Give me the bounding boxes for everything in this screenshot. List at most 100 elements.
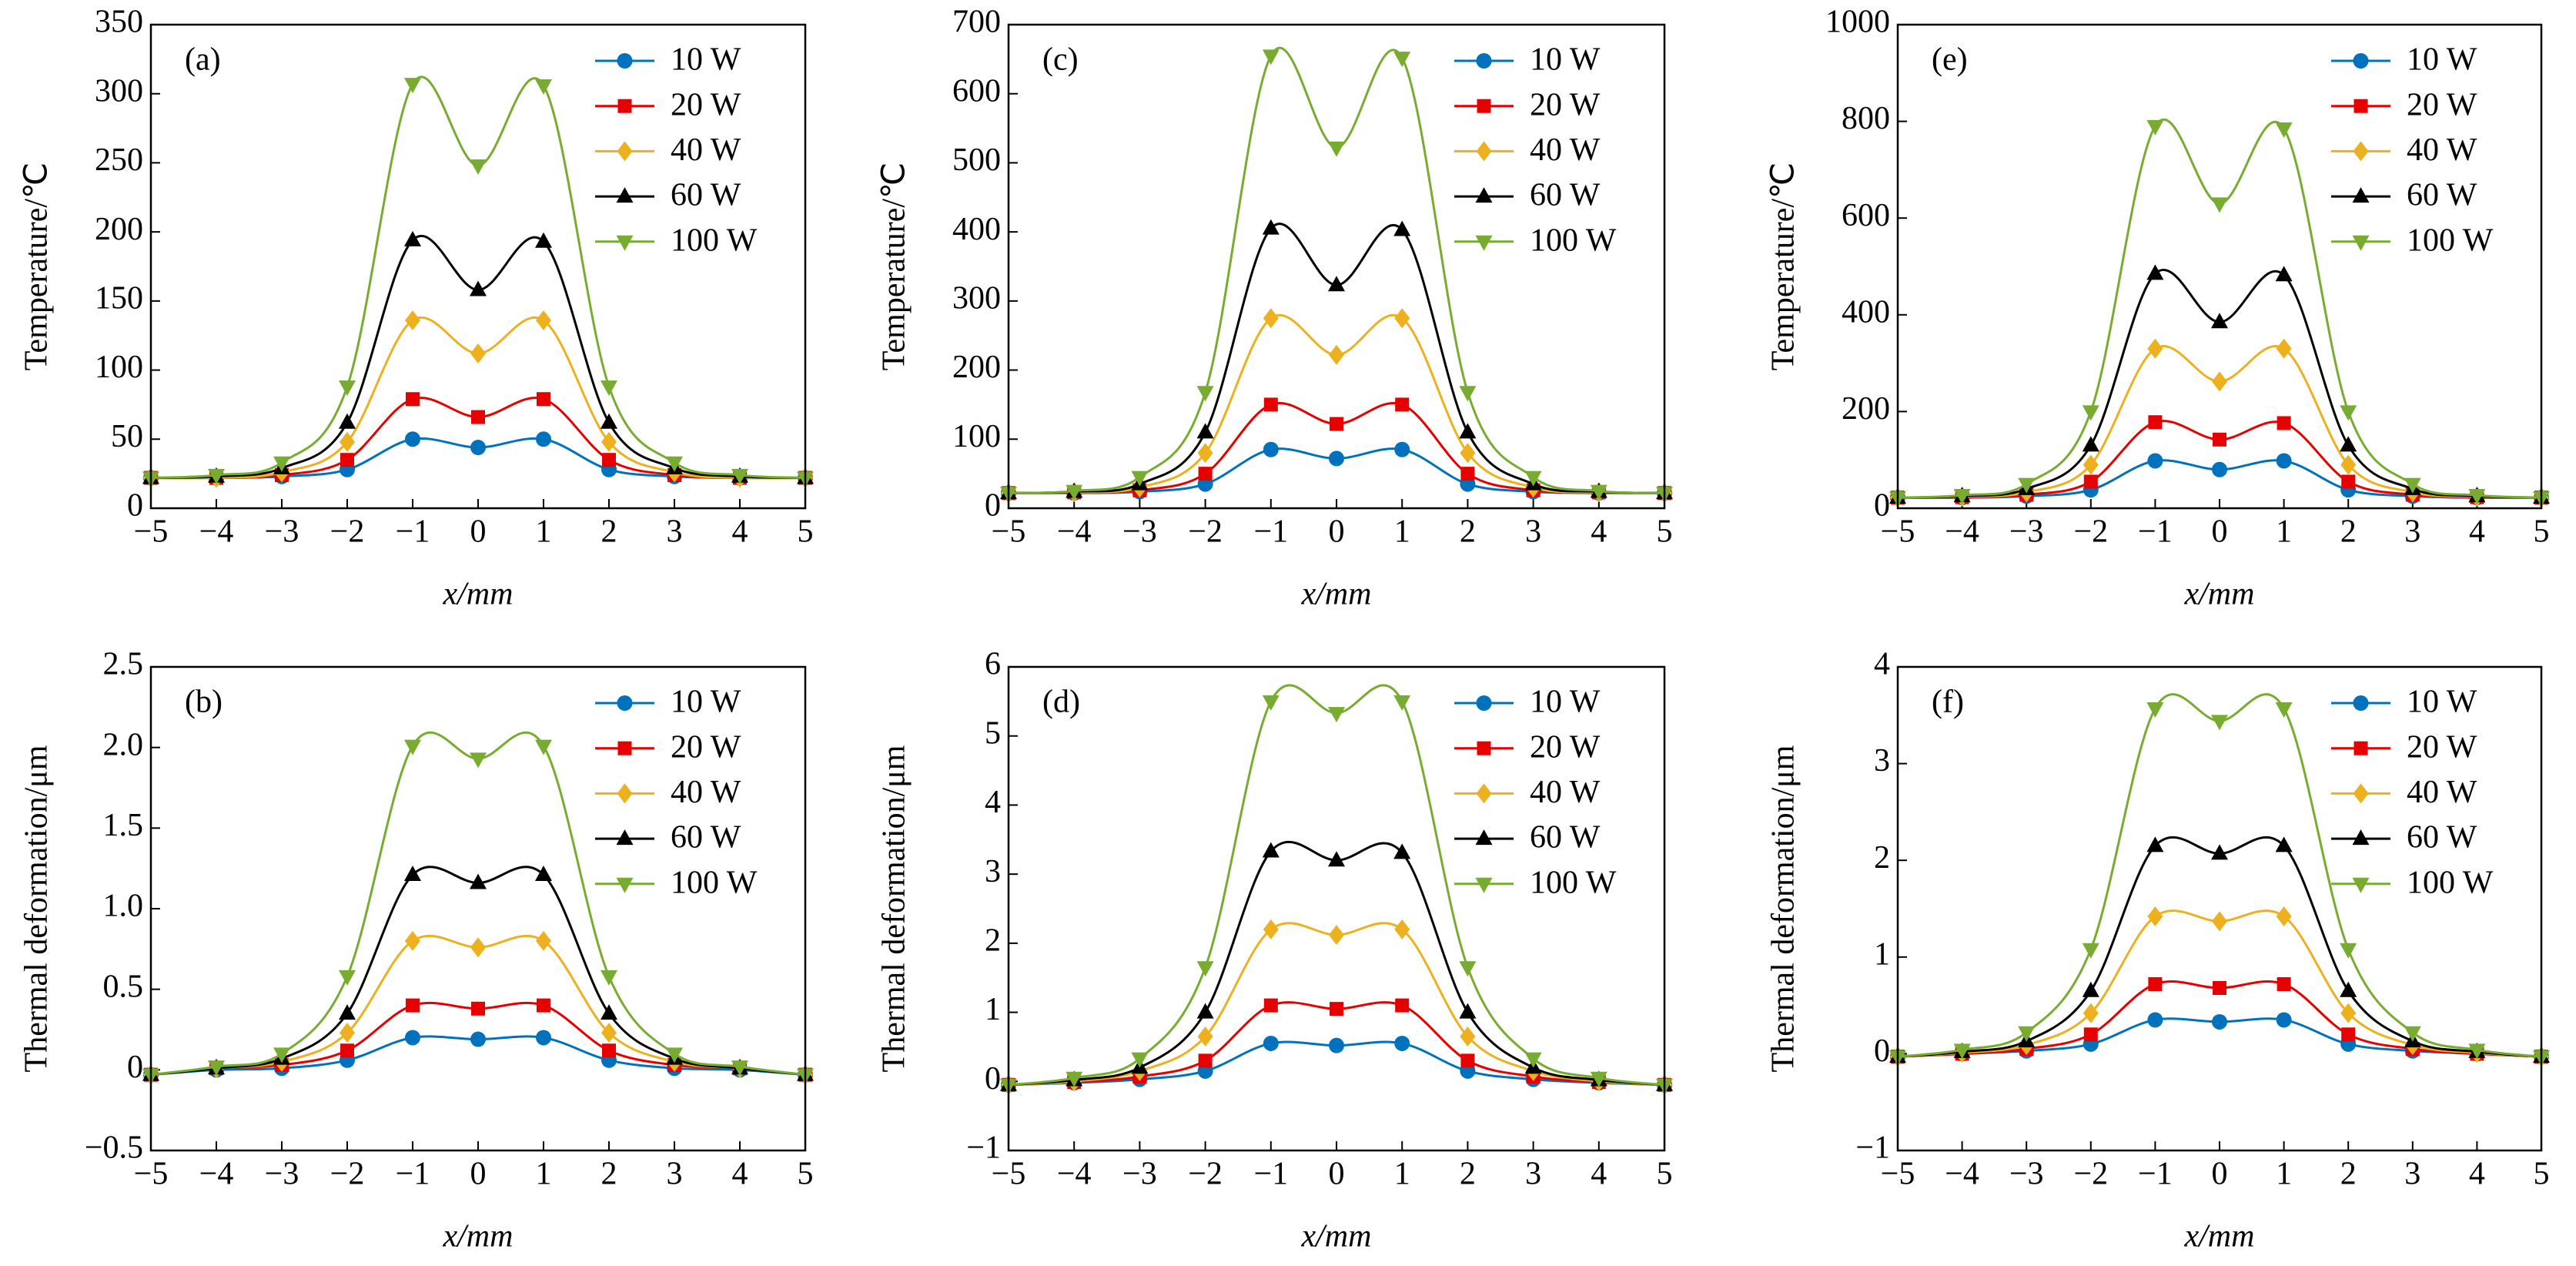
x-tick-label: −3 bbox=[265, 514, 299, 550]
marker bbox=[1262, 219, 1280, 235]
marker bbox=[404, 78, 421, 94]
x-tick-label: 5 bbox=[798, 514, 814, 550]
legend-label: 40 W bbox=[1530, 775, 1601, 810]
marker bbox=[1328, 276, 1345, 292]
legend-label: 20 W bbox=[671, 87, 741, 122]
marker bbox=[1459, 386, 1477, 402]
x-tick-label: 2 bbox=[1460, 1157, 1476, 1192]
marker bbox=[2146, 702, 2164, 718]
marker bbox=[2275, 266, 2293, 282]
legend-marker bbox=[1476, 53, 1492, 69]
y-axis-label: Temperature/℃ bbox=[1766, 162, 1802, 370]
y-tick-label: 0 bbox=[127, 488, 143, 524]
panel-label: (b) bbox=[185, 685, 222, 720]
y-tick-label: 1.5 bbox=[103, 808, 144, 843]
y-tick-label: 4 bbox=[985, 785, 1001, 820]
panel: −5 −4 −3 −2 −1 0 1 2 3 4 5 0 200 400 600 800 1000 10 W 20 … bbox=[1766, 5, 2550, 612]
x-tick-label: −1 bbox=[396, 514, 430, 550]
legend-label: 20 W bbox=[1530, 87, 1601, 122]
legend-marker bbox=[617, 695, 633, 711]
legend-marker bbox=[1476, 783, 1492, 804]
legend-label: 60 W bbox=[671, 820, 741, 856]
marker bbox=[2148, 976, 2163, 991]
y-tick-label: −1 bbox=[1855, 1130, 1890, 1166]
x-tick-label: −1 bbox=[2138, 514, 2173, 550]
marker bbox=[404, 739, 421, 755]
x-tick-label: −2 bbox=[1188, 514, 1223, 550]
marker bbox=[2082, 405, 2099, 421]
y-axis-label: Temperature/℃ bbox=[19, 162, 55, 370]
marker bbox=[470, 280, 487, 296]
legend-label: 100 W bbox=[1530, 865, 1617, 900]
y-tick-label: 2 bbox=[985, 923, 1001, 958]
y-tick-label: 1.0 bbox=[103, 889, 144, 924]
marker bbox=[601, 1023, 617, 1043]
marker bbox=[1263, 441, 1279, 457]
marker bbox=[340, 431, 355, 452]
legend-label: 40 W bbox=[2407, 132, 2477, 168]
marker bbox=[470, 873, 487, 889]
marker bbox=[1196, 386, 1214, 402]
x-tick-label: 3 bbox=[667, 1157, 683, 1192]
marker bbox=[471, 410, 485, 424]
x-tick-label: 2 bbox=[601, 514, 617, 550]
marker bbox=[1197, 1026, 1213, 1047]
y-tick-label: 0 bbox=[1874, 1033, 1890, 1069]
marker bbox=[1460, 1053, 1475, 1068]
plot-frame bbox=[1007, 665, 1666, 1152]
marker bbox=[1262, 695, 1280, 711]
marker bbox=[2083, 474, 2098, 489]
x-tick-label: −2 bbox=[2073, 1157, 2108, 1192]
x-tick-label: 5 bbox=[1657, 1157, 1673, 1192]
marker bbox=[404, 230, 421, 246]
x-tick-label: 4 bbox=[2469, 1157, 2485, 1192]
marker bbox=[2211, 715, 2228, 731]
marker bbox=[1131, 471, 1149, 487]
marker bbox=[2340, 1003, 2357, 1023]
legend-label: 20 W bbox=[1530, 729, 1601, 765]
x-tick-label: 4 bbox=[1591, 514, 1607, 550]
x-tick-label: −4 bbox=[199, 1157, 234, 1192]
marker bbox=[1393, 843, 1411, 859]
marker bbox=[731, 468, 748, 484]
y-tick-label: 3 bbox=[985, 854, 1001, 889]
x-axis-label: x/mm bbox=[1301, 577, 1372, 612]
y-tick-label: 600 bbox=[1842, 198, 1890, 233]
marker bbox=[406, 392, 420, 407]
marker bbox=[2404, 1026, 2421, 1042]
x-tick-label: 3 bbox=[667, 514, 683, 550]
marker bbox=[340, 1043, 354, 1058]
x-tick-label: −5 bbox=[134, 514, 169, 550]
marker bbox=[601, 380, 617, 397]
marker bbox=[2146, 119, 2164, 136]
legend-label: 60 W bbox=[2407, 820, 2477, 856]
y-tick-label: 100 bbox=[952, 419, 1001, 454]
x-tick-label: −3 bbox=[1122, 1157, 1157, 1192]
marker bbox=[1329, 344, 1344, 365]
x-tick-label: −2 bbox=[2073, 514, 2108, 550]
marker bbox=[536, 431, 551, 447]
marker bbox=[405, 431, 420, 447]
marker bbox=[405, 930, 420, 951]
legend-marker bbox=[1476, 141, 1492, 162]
marker bbox=[2146, 264, 2164, 280]
legend-label: 10 W bbox=[1530, 42, 1601, 78]
x-tick-label: −4 bbox=[199, 514, 234, 550]
marker bbox=[2018, 477, 2036, 494]
y-tick-label: 700 bbox=[952, 5, 1001, 40]
legend-marker bbox=[616, 235, 634, 251]
marker bbox=[2212, 371, 2227, 392]
marker bbox=[470, 937, 486, 958]
y-tick-label: 400 bbox=[1842, 294, 1890, 330]
y-tick-label: 1 bbox=[1874, 936, 1890, 972]
y-tick-label: 0 bbox=[985, 488, 1001, 524]
marker bbox=[208, 1060, 225, 1077]
marker bbox=[339, 380, 356, 397]
x-tick-label: 4 bbox=[2469, 514, 2485, 550]
x-tick-label: 5 bbox=[2534, 514, 2550, 550]
x-tick-label: −2 bbox=[1188, 1157, 1223, 1192]
marker bbox=[1329, 450, 1344, 467]
marker bbox=[1590, 484, 1607, 501]
